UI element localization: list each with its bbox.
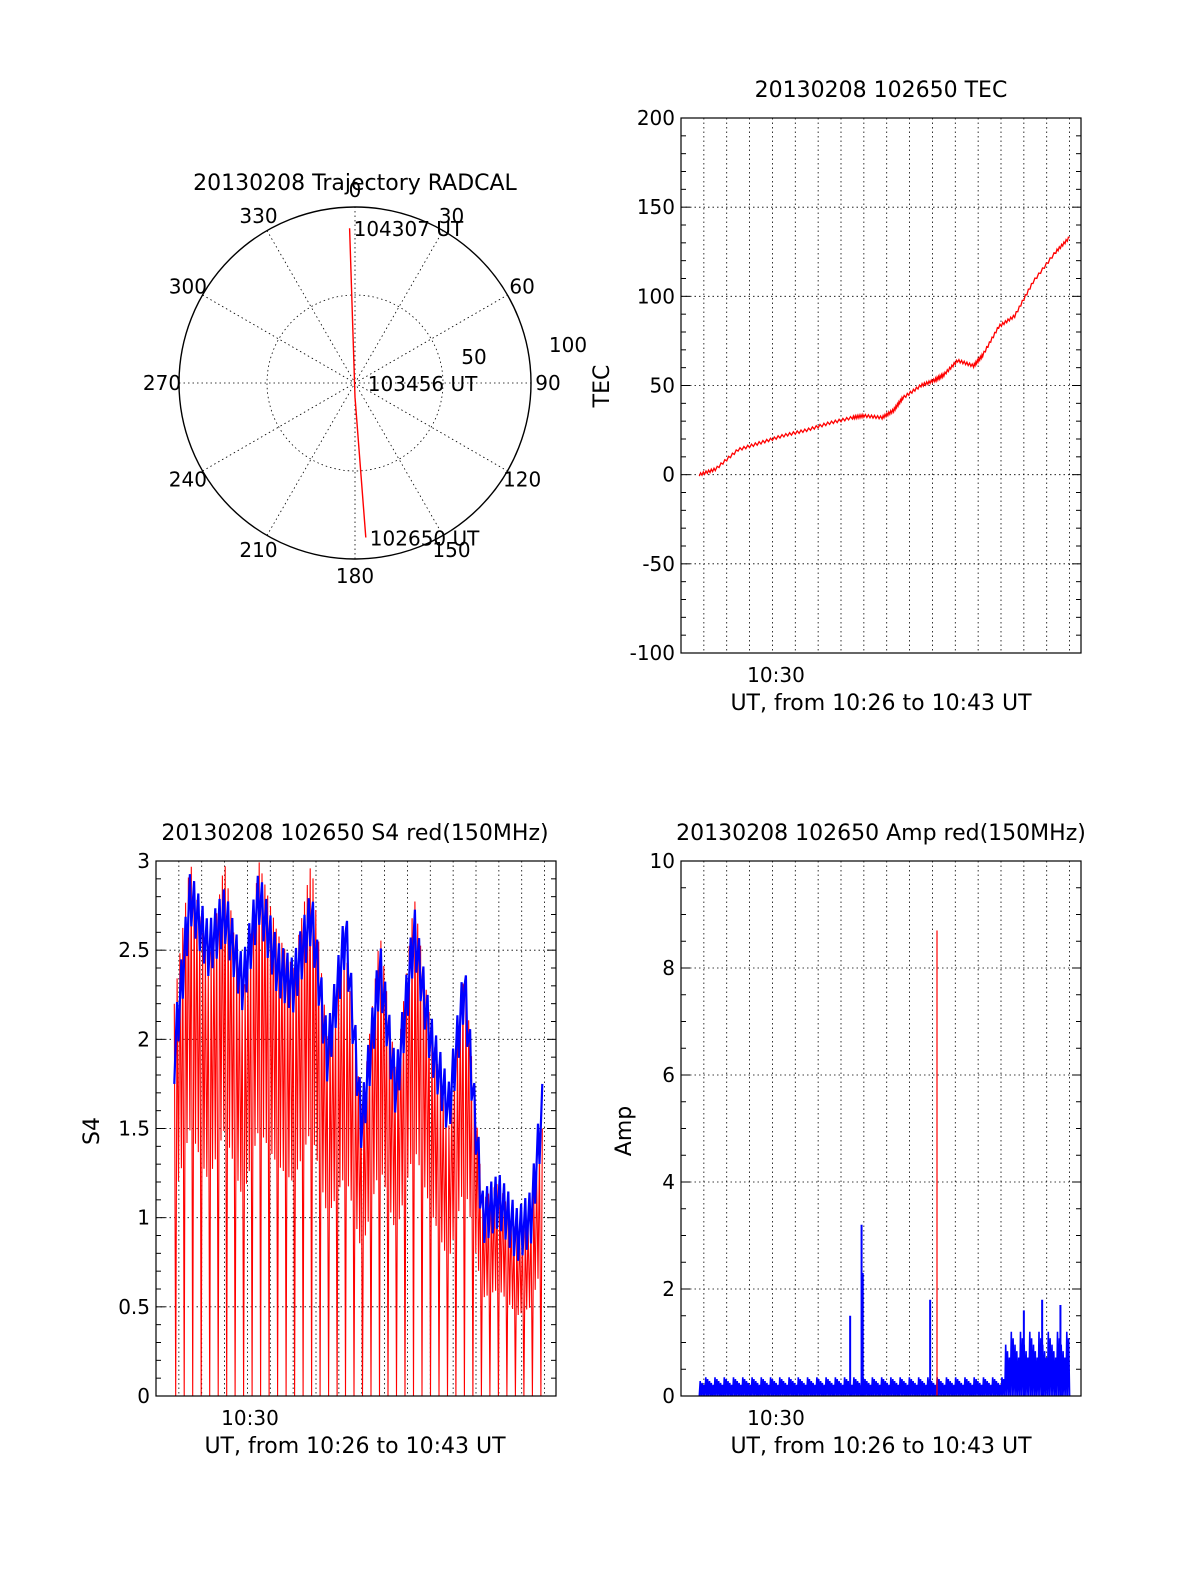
y-tick-label: 0 xyxy=(662,463,675,487)
trajectory-time-label: 102650 UT xyxy=(370,527,480,551)
y-tick-label: 2 xyxy=(662,1277,675,1301)
y-tick-label: 150 xyxy=(637,195,675,219)
s4-x-tick: 10:30 xyxy=(221,1406,279,1430)
y-tick-label: 100 xyxy=(637,284,675,308)
polar-angle-label: 270 xyxy=(143,371,181,395)
tec-panel: 20130208 102650 TEC 200150100500-50-100 … xyxy=(590,78,1082,716)
polar-angle-label: 150 xyxy=(432,538,470,562)
s4-x-label: UT, from 10:26 to 10:43 UT xyxy=(204,1434,506,1459)
y-tick-label: 10 xyxy=(650,849,675,873)
y-tick-label: 0.5 xyxy=(118,1295,150,1319)
y-tick-label: 6 xyxy=(662,1063,675,1087)
amp-y-ticks: 10 8 6 4 2 0 xyxy=(650,849,675,1408)
y-tick-label: 50 xyxy=(650,374,675,398)
y-tick-label: 1.5 xyxy=(118,1117,150,1141)
tec-y-label: TEC xyxy=(590,365,615,409)
polar-angle-label: 30 xyxy=(439,204,464,228)
amp-title: 20130208 102650 Amp red(150MHz) xyxy=(676,821,1086,846)
y-tick-label: 0 xyxy=(662,1384,675,1408)
amp-grid xyxy=(681,860,1081,1397)
y-tick-label: -100 xyxy=(630,641,675,665)
s4-y-label: S4 xyxy=(80,1117,105,1145)
s4-series xyxy=(173,862,544,1397)
polar-angle-label: 210 xyxy=(239,538,277,562)
trajectory-path xyxy=(348,228,367,538)
polar-radial-label: 100 xyxy=(549,333,587,357)
amp-blue-line xyxy=(698,1331,1071,1397)
y-tick-label: -50 xyxy=(642,552,675,576)
s4-title: 20130208 102650 S4 red(150MHz) xyxy=(161,821,548,846)
amp-y-label: Amp xyxy=(612,1106,637,1156)
polar-angle-label: 120 xyxy=(503,468,541,492)
tec-x-label: UT, from 10:26 to 10:43 UT xyxy=(730,691,1032,716)
trajectory-line xyxy=(348,228,367,538)
trajectory-time-label: 103456 UT xyxy=(368,372,478,396)
tec-title: 20130208 102650 TEC xyxy=(755,78,1008,103)
tec-frame xyxy=(680,117,1082,654)
polar-angle-labels: 0 30 60 90 120 150 180 210 240 270 300 330 xyxy=(143,178,561,588)
trajectory-panel: 20130208 Trajectory RADCAL 0 30 60 90 120 150… xyxy=(143,171,587,588)
amp-frame xyxy=(680,860,1082,1397)
amp-x-tick: 10:30 xyxy=(747,1406,805,1430)
polar-radial-label: 50 xyxy=(461,345,486,369)
y-tick-label: 1 xyxy=(137,1206,150,1230)
tec-series xyxy=(698,236,1070,477)
polar-angle-label: 90 xyxy=(535,371,560,395)
polar-angle-label: 300 xyxy=(169,275,207,299)
y-tick-label: 4 xyxy=(662,1170,675,1194)
polar-inner-circle xyxy=(266,294,444,472)
polar-angle-label: 330 xyxy=(239,204,277,228)
s4-blue-line xyxy=(173,874,544,1261)
y-tick-label: 3 xyxy=(137,849,150,873)
amp-series xyxy=(698,930,1071,1397)
tec-y-ticks: 200 150 100 50 0 -50 -100 xyxy=(630,106,675,665)
polar-angle-label: 240 xyxy=(169,468,207,492)
s4-y-ticks: 3 2.5 2 1.5 1 0.5 0 xyxy=(118,849,150,1408)
y-tick-label: 8 xyxy=(662,956,675,980)
tec-grid xyxy=(681,117,1081,654)
polar-angle-label: 180 xyxy=(336,564,374,588)
trajectory-title: 20130208 Trajectory RADCAL xyxy=(193,171,517,196)
tec-x-tick: 10:30 xyxy=(747,663,805,687)
tec-line xyxy=(698,236,1070,477)
y-tick-label: 200 xyxy=(637,106,675,130)
s4-panel: 20130208 102650 S4 red(150MHz) 3 2.5 2 1.5 1… xyxy=(80,821,557,1459)
polar-angle-label: 0 xyxy=(349,178,362,202)
y-tick-label: 2.5 xyxy=(118,938,150,962)
amp-panel: 20130208 102650 Amp red(150MHz) 1086420 … xyxy=(612,821,1086,1459)
polar-radial-labels: 50 100 xyxy=(461,333,587,369)
s4-red-line xyxy=(173,862,543,1397)
s4-frame xyxy=(155,860,557,1397)
y-tick-label: 2 xyxy=(137,1027,150,1051)
trajectory-time-label: 104307 UT xyxy=(354,217,464,241)
amp-x-label: UT, from 10:26 to 10:43 UT xyxy=(730,1434,1032,1459)
trajectory-annotations: 104307 UT 103456 UT 102650 UT xyxy=(354,217,481,550)
polar-angle-label: 60 xyxy=(509,275,534,299)
y-tick-label: 0 xyxy=(137,1384,150,1408)
